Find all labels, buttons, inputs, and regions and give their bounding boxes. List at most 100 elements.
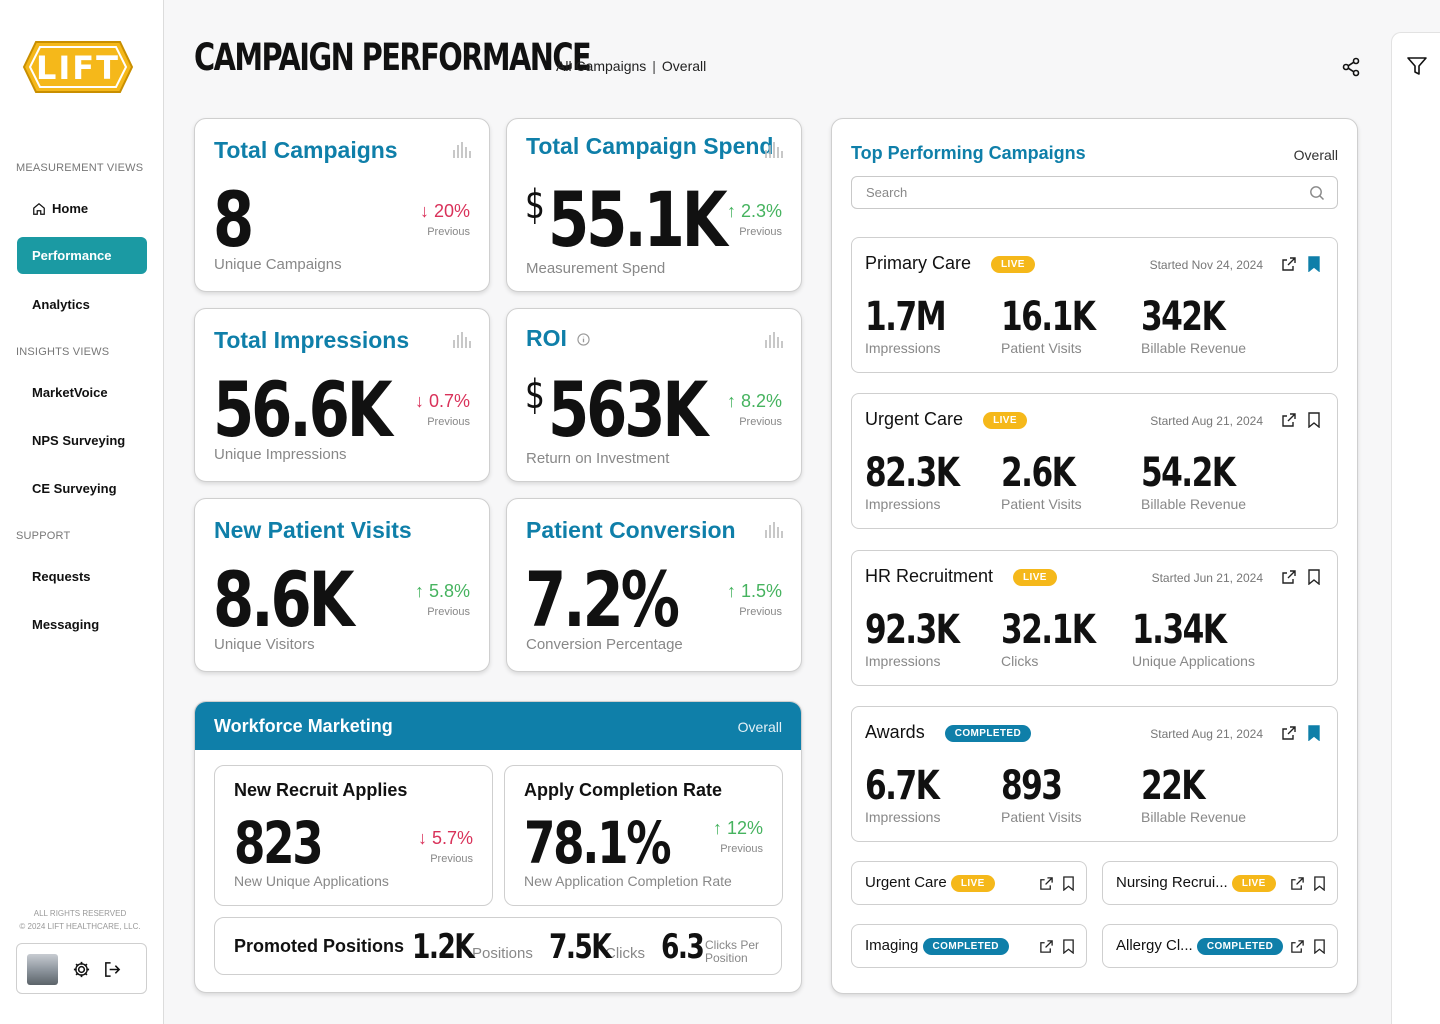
- sidebar-item-ce[interactable]: CE Surveying: [17, 470, 147, 507]
- campaign-metric: 6.7K Impressions: [865, 763, 959, 825]
- bookmark-icon[interactable]: [1062, 876, 1075, 891]
- bar-chart-icon[interactable]: [765, 521, 783, 538]
- page-title: CAMPAIGN PERFORMANCE: [194, 36, 592, 79]
- sidebar-item-requests[interactable]: Requests: [17, 558, 147, 595]
- apply-completion-rate-card[interactable]: Apply Completion Rate 78.1% ↑ 12% Previou…: [504, 765, 783, 906]
- workforce-overall[interactable]: Overall: [737, 719, 782, 735]
- sidebar-item-analytics[interactable]: Analytics: [17, 286, 147, 323]
- campaign-card[interactable]: Primary Care LIVE Started Nov 24, 2024 1.7…: [851, 237, 1338, 373]
- kpi-number: 56.6K: [213, 365, 393, 454]
- sidebar-item-home[interactable]: Home: [17, 190, 147, 227]
- kpi-card-new-patient-visits[interactable]: New Patient Visits 8.6K ↑ 5.8% Previous U…: [194, 498, 490, 672]
- campaign-card[interactable]: HR Recruitment LIVE Started Jun 21, 2024 9…: [851, 550, 1338, 686]
- sidebar-item-nps[interactable]: NPS Surveying: [17, 422, 147, 459]
- external-link-icon[interactable]: [1039, 939, 1054, 954]
- info-icon[interactable]: [577, 333, 590, 347]
- sidebar-item-performance[interactable]: Performance: [17, 237, 147, 274]
- top-campaigns-overall[interactable]: Overall: [1293, 147, 1338, 163]
- sidebar-item-marketvoice[interactable]: MarketVoice: [17, 374, 147, 411]
- external-link-icon[interactable]: [1281, 412, 1297, 428]
- delta-percent: ↓ 0.7%: [414, 391, 470, 411]
- campaign-metric: 92.3K Impressions: [865, 607, 985, 669]
- delta-previous-label: Previous: [739, 416, 782, 428]
- kpi-value: 8.6K: [213, 555, 355, 645]
- sidebar-item-label: MarketVoice: [32, 385, 108, 400]
- external-link-icon[interactable]: [1290, 939, 1305, 954]
- metric-value: 893: [1001, 763, 1063, 809]
- mini-campaign-name: Nursing Recrui... LIVE: [1116, 874, 1276, 892]
- gear-icon[interactable]: [72, 960, 91, 979]
- kpi-card-total-spend[interactable]: Total Campaign Spend $55.1K ↑ 2.3% Previo…: [506, 118, 802, 292]
- kpi-subtitle: Unique Impressions: [214, 446, 347, 463]
- sidebar-item-messaging[interactable]: Messaging: [17, 606, 147, 643]
- bookmark-icon[interactable]: [1307, 725, 1321, 741]
- kpi-delta: ↑ 5.8% Previous: [415, 581, 470, 618]
- bookmark-icon[interactable]: [1307, 256, 1321, 272]
- mini-campaign-card[interactable]: Nursing Recrui... LIVE: [1102, 861, 1338, 905]
- mini-campaign-label: Nursing Recrui...: [1116, 874, 1228, 891]
- kpi-card-impressions[interactable]: Total Impressions 56.6K ↓ 0.7% Previous U…: [194, 308, 490, 482]
- kpi-title: Total Campaign Spend: [526, 133, 774, 159]
- bookmark-icon[interactable]: [1307, 569, 1321, 585]
- mini-campaign-card[interactable]: Urgent Care LIVE: [851, 861, 1087, 905]
- copyright: ALL RIGHTS RESERVED © 2024 LIFT HEALTHCA…: [0, 907, 160, 933]
- kpi-card-patient-conversion[interactable]: Patient Conversion 7.2% ↑ 1.5% Previous C…: [506, 498, 802, 672]
- bar-chart-icon[interactable]: [453, 331, 471, 348]
- external-link-icon[interactable]: [1281, 725, 1297, 741]
- campaign-card[interactable]: Urgent Care LIVE Started Aug 21, 2024 82.3…: [851, 393, 1338, 529]
- bar-chart-icon[interactable]: [765, 141, 783, 158]
- bookmark-icon[interactable]: [1313, 939, 1326, 954]
- sidebar-item-label: Home: [52, 201, 89, 216]
- breadcrumb-overall[interactable]: Overall: [661, 58, 707, 74]
- clicks-label: Clicks: [605, 945, 645, 962]
- external-link-icon[interactable]: [1281, 569, 1297, 585]
- search-input[interactable]: Search: [851, 176, 1338, 209]
- metric-label: Impressions: [865, 653, 941, 669]
- campaign-metric: 342K Billable Revenue: [1141, 294, 1248, 356]
- metric-value: 1.34K: [1132, 607, 1227, 653]
- external-link-icon[interactable]: [1039, 876, 1054, 891]
- promoted-positions-card[interactable]: Promoted Positions 1.2KPositions 7.5KCli…: [214, 917, 782, 975]
- campaign-start-date: Started Aug 21, 2024: [1150, 414, 1263, 428]
- sub-card-subtitle: New Application Completion Rate: [524, 873, 732, 889]
- campaign-title: Urgent Care: [865, 409, 964, 429]
- campaign-card[interactable]: Awards COMPLETED Started Aug 21, 2024 6.7K…: [851, 706, 1338, 842]
- filter-panel: [1391, 32, 1440, 1024]
- lift-logo[interactable]: LIFT: [22, 34, 134, 100]
- delta-previous-label: Previous: [427, 606, 470, 618]
- bookmark-icon[interactable]: [1313, 876, 1326, 891]
- bookmark-icon[interactable]: [1307, 412, 1321, 428]
- breadcrumb-all-campaigns[interactable]: All Campaigns: [556, 58, 647, 74]
- sidebar-item-label: Messaging: [32, 617, 100, 632]
- external-link-icon[interactable]: [1290, 876, 1305, 891]
- search-icon[interactable]: [1309, 185, 1325, 201]
- sidebar: LIFT MEASUREMENT VIEWS Home Performance …: [0, 0, 164, 1024]
- kpi-subtitle: Unique Campaigns: [214, 256, 342, 273]
- mini-campaign-card[interactable]: Imaging COMPLETED: [851, 924, 1087, 968]
- bar-chart-icon[interactable]: [453, 141, 471, 158]
- metric-value: 1.7M: [865, 294, 947, 340]
- campaign-start-date: Started Aug 21, 2024: [1150, 727, 1263, 741]
- campaign-title: Awards: [865, 722, 925, 742]
- kpi-delta: ↓ 0.7% Previous: [415, 391, 470, 428]
- mini-campaign-card[interactable]: Allergy Cl... COMPLETED: [1102, 924, 1338, 968]
- share-icon[interactable]: [1340, 56, 1362, 78]
- kpi-card-total-campaigns[interactable]: Total Campaigns 8 ↓ 20% Previous Unique C…: [194, 118, 490, 292]
- kpi-value: 8: [213, 175, 254, 265]
- bookmark-icon[interactable]: [1062, 939, 1075, 954]
- new-recruit-applies-card[interactable]: New Recruit Applies 823 ↓ 5.7% Previous N…: [214, 765, 493, 906]
- promoted-clicks: 7.5KClicks: [549, 927, 645, 967]
- kpi-delta: ↑ 2.3% Previous: [727, 201, 782, 238]
- filter-icon[interactable]: [1406, 55, 1428, 77]
- top-campaigns-panel: Top Performing Campaigns Overall Search …: [831, 118, 1358, 994]
- svg-text:LIFT: LIFT: [36, 49, 120, 87]
- breadcrumb: All Campaigns | Overall: [556, 58, 706, 74]
- currency-symbol: $: [525, 182, 545, 228]
- mini-campaign-label: Allergy Cl...: [1116, 937, 1193, 954]
- avatar[interactable]: [27, 954, 58, 985]
- external-link-icon[interactable]: [1281, 256, 1297, 272]
- bar-chart-icon[interactable]: [765, 331, 783, 348]
- logout-icon[interactable]: [103, 960, 122, 979]
- kpi-card-roi[interactable]: ROI $563K ↑ 8.2% Previous Return on Inves…: [506, 308, 802, 482]
- delta-percent: ↓ 5.7%: [417, 828, 473, 848]
